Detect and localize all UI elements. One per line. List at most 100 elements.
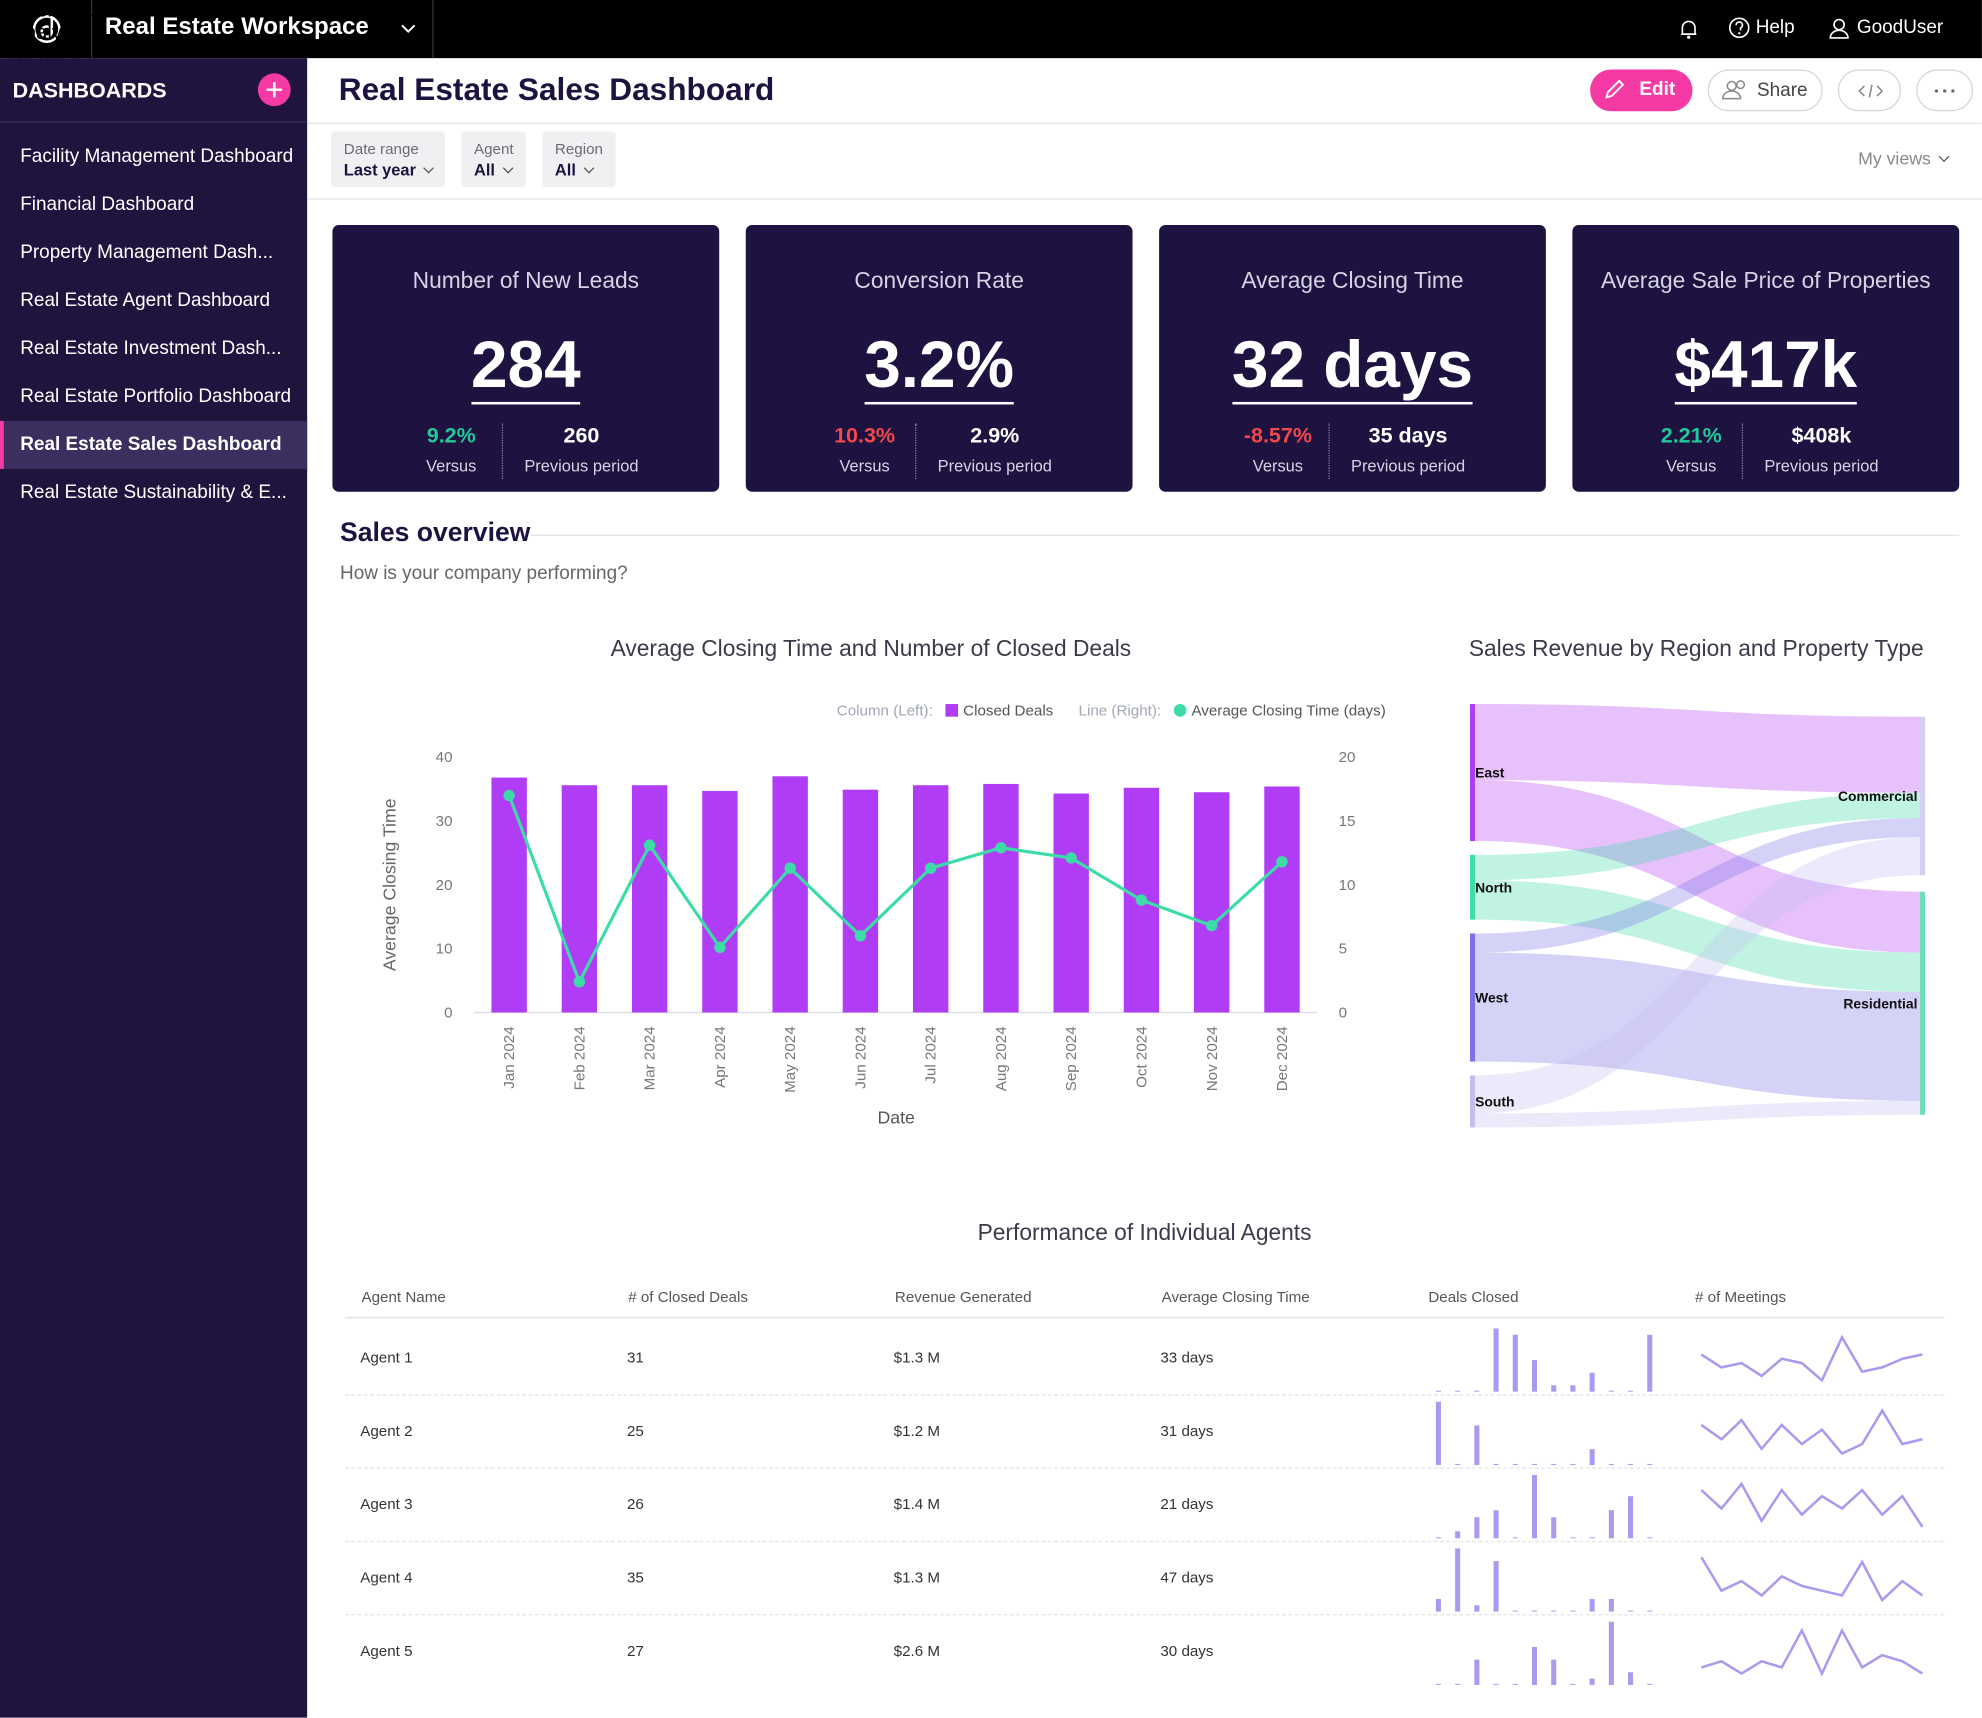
kpi-change: 9.2% (426, 423, 476, 448)
kpi-previous-col: 260 Previous period (506, 422, 658, 483)
y-tick-label: 20 (436, 877, 453, 894)
bar (1264, 786, 1300, 1013)
line-point (503, 789, 515, 802)
column-header[interactable]: Revenue Generated (894, 1288, 1032, 1306)
dashboard-link[interactable]: Property Management Dash... (20, 241, 274, 263)
line-point (995, 842, 1007, 854)
spark-bar (1589, 1372, 1595, 1392)
divider (307, 198, 1982, 200)
line-series (507, 794, 1284, 986)
spark-bar (1455, 1463, 1461, 1465)
kpi-change-col: -8.57% Versus (1202, 422, 1354, 483)
user-menu[interactable]: GoodUser (1856, 16, 1944, 38)
table-cell: 33 days (1160, 1348, 1214, 1367)
x-axis-title: Date (877, 1108, 915, 1128)
kpi-value[interactable]: $417k (1674, 328, 1858, 405)
filter[interactable]: Region All (542, 131, 616, 188)
spark-bar (1628, 1496, 1634, 1539)
code-icon (1858, 84, 1884, 98)
more-button[interactable] (1916, 69, 1974, 112)
spark-bar (1608, 1510, 1614, 1539)
column-header[interactable]: # of Meetings (1695, 1288, 1787, 1306)
filter-label: Date range (343, 140, 419, 158)
table-cell: Agent 2 (360, 1422, 413, 1440)
chevron[interactable] (399, 20, 417, 38)
sankey-node-label: Residential (1843, 995, 1917, 1011)
spark-bar (1435, 1683, 1441, 1685)
dashboard-link[interactable]: Real Estate Agent Dashboard (20, 289, 271, 311)
filter[interactable]: Date range Last year (331, 131, 446, 188)
spark-bar (1531, 1475, 1538, 1539)
spark-bar (1474, 1425, 1480, 1465)
kpi-change-col: 2.21% Versus (1615, 422, 1767, 483)
kpi-value[interactable]: 32 days (1231, 328, 1473, 405)
nav-item[interactable]: Analyze (11, 22, 84, 45)
logo[interactable] (30, 13, 63, 46)
kpi-title: Conversion Rate (854, 267, 1024, 294)
kpi-previous-label: Previous period (1764, 456, 1879, 476)
dashboard-link[interactable]: Real Estate Investment Dash... (20, 337, 282, 359)
sankey-link (1475, 880, 1921, 992)
dashboard-link[interactable]: Real Estate Sales Dashboard (0, 420, 308, 469)
pencil-icon (1605, 79, 1625, 99)
spark-bar (1589, 1598, 1595, 1612)
add-dashboard-button[interactable] (257, 72, 292, 107)
spark-bar (1455, 1548, 1461, 1612)
workspace-name[interactable]: Real Estate Workspace (104, 13, 369, 41)
kpi-previous: $408k (1791, 423, 1852, 448)
spark-line (1700, 1556, 1924, 1603)
separator (432, 0, 434, 59)
sankey-link (1475, 780, 1921, 953)
dashboard-link[interactable]: Real Estate Portfolio Dashboard (20, 385, 292, 408)
y2-tick-label: 5 (1339, 941, 1347, 958)
y-tick-label: 30 (436, 813, 453, 830)
spark-bar (1628, 1463, 1634, 1465)
column-header[interactable]: # of Closed Deals (628, 1288, 748, 1306)
divider (307, 122, 1982, 124)
spark-bar (1628, 1390, 1634, 1392)
my-views[interactable]: My views (1858, 148, 1947, 168)
sankey-node-label: South (1475, 1094, 1514, 1110)
sankey-node-label: East (1475, 765, 1505, 781)
spark-bar (1531, 1646, 1538, 1685)
column-header[interactable]: Average Closing Time (1161, 1288, 1310, 1306)
embed-button[interactable] (1837, 69, 1902, 112)
kpi-change-label: Versus (839, 456, 890, 476)
bar (1194, 792, 1230, 1013)
table-cell: Agent 3 (360, 1495, 413, 1514)
help-icon[interactable] (1728, 16, 1751, 39)
nav-item[interactable]: Dashboards (11, 0, 121, 22)
user-icon[interactable] (1829, 18, 1849, 39)
kpi-title: Number of New Leads (412, 267, 640, 294)
dashboard-link[interactable]: Facility Management Dashboard (20, 145, 294, 167)
filter[interactable]: Agent All (461, 131, 527, 188)
table-cell: $1.3 M (893, 1568, 941, 1587)
separator (91, 0, 93, 59)
spark-bar (1570, 1683, 1576, 1685)
spark-bar (1512, 1463, 1518, 1465)
sankey-node-label: Commercial (1838, 788, 1918, 804)
dashboard-link[interactable]: Financial Dashboard (20, 193, 195, 215)
share-button[interactable]: Share (1707, 69, 1823, 112)
help-link[interactable]: Help (1755, 16, 1795, 38)
table-cell: 31 (626, 1348, 644, 1367)
edit-button[interactable]: Edit (1590, 69, 1693, 112)
line-point (854, 930, 867, 942)
sankey-node (1470, 1075, 1476, 1128)
spark-bar (1589, 1449, 1595, 1465)
line-point (573, 976, 586, 988)
bar (983, 783, 1019, 1013)
bell-icon[interactable] (1679, 18, 1699, 41)
sankey-node-label: West (1475, 990, 1508, 1006)
dashboard-link[interactable]: Real Estate Sustainability & E... (20, 481, 287, 504)
column-header[interactable]: Deals Closed (1428, 1288, 1519, 1306)
table-cell: 47 days (1160, 1568, 1214, 1587)
kpi-card: Average Sale Price of Properties $417k 2.2… (1572, 224, 1960, 492)
spark-bar (1608, 1463, 1614, 1465)
table-cell: 21 days (1160, 1495, 1214, 1514)
kpi-value[interactable]: 284 (470, 328, 581, 405)
kpi-value[interactable]: 3.2% (864, 328, 1015, 405)
column-header[interactable]: Agent Name (361, 1288, 446, 1306)
spark-bar (1455, 1531, 1461, 1539)
kpi-change-col: 10.3% Versus (789, 422, 941, 483)
